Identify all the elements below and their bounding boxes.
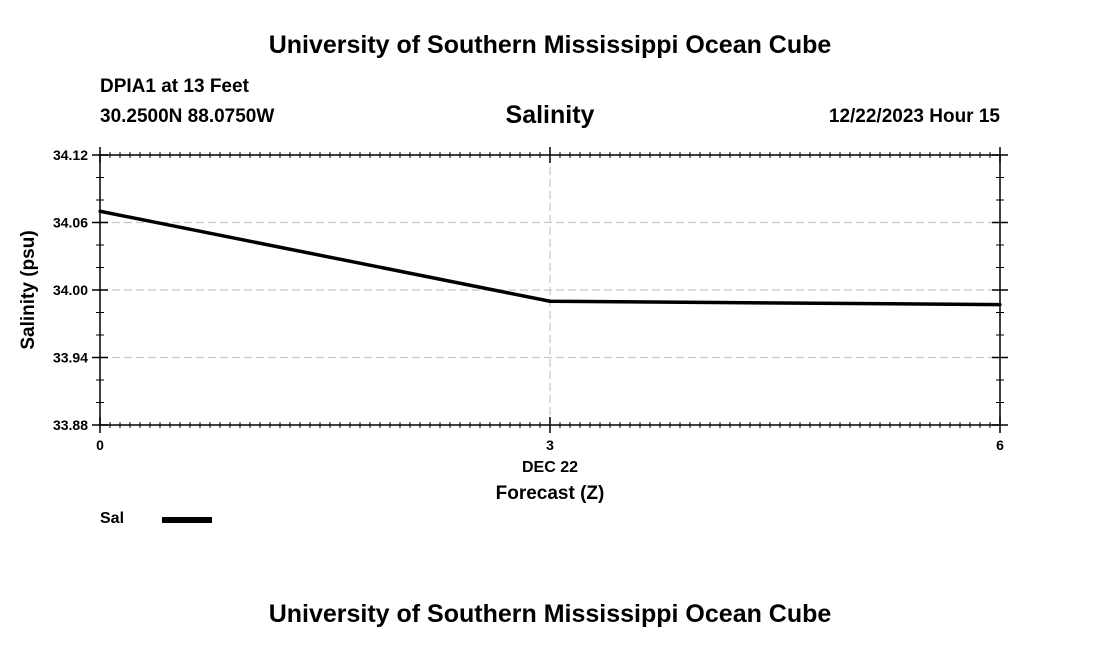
x-axis-date-label: DEC 22: [521, 459, 579, 476]
x-tick-label: 3: [546, 437, 554, 453]
y-tick-label: 33.88: [53, 417, 88, 433]
y-tick-label: 34.00: [53, 282, 88, 298]
station-label: DPIA1 at 13 Feet: [100, 76, 249, 97]
station-coordinates: 30.2500N 88.0750W: [100, 106, 275, 127]
data-point: [548, 299, 552, 303]
page-title: University of Southern Mississippi Ocean…: [268, 31, 832, 59]
x-tick-label: 6: [996, 437, 1004, 453]
series-layer: [98, 209, 1002, 307]
tick-layer: 33.88 33.94 34.00 34.06 34.12 0 3 6: [53, 147, 1008, 453]
data-point: [998, 303, 1002, 307]
y-tick-label: 33.94: [53, 350, 88, 366]
x-axis-label: Forecast (Z): [495, 483, 605, 504]
footer-title: University of Southern Mississippi Ocean…: [268, 600, 832, 628]
legend-swatch: [162, 517, 212, 523]
legend-label: Sal: [100, 510, 125, 527]
x-tick-label: 0: [96, 437, 104, 453]
y-axis-label: Salinity (psu): [18, 230, 39, 349]
forecast-datetime: 12/22/2023 Hour 15: [828, 106, 1000, 127]
data-point: [98, 209, 102, 213]
y-tick-label: 34.06: [53, 215, 88, 231]
chart-title: Salinity: [505, 101, 595, 129]
y-tick-label: 34.12: [53, 147, 88, 163]
grid-layer: [100, 155, 1000, 425]
